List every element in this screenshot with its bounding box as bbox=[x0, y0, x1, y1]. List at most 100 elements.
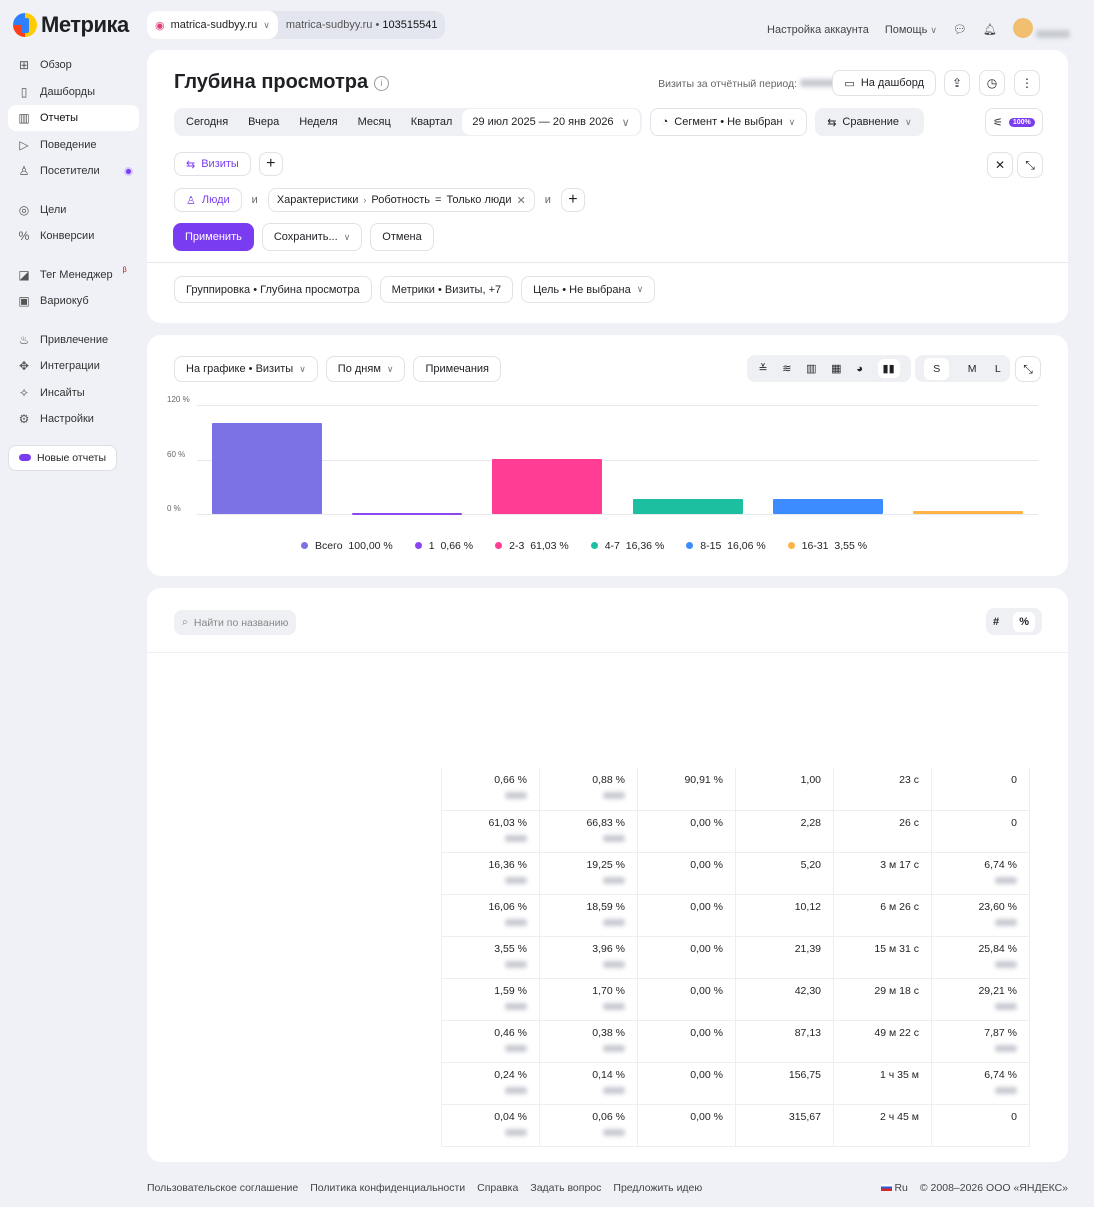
collapse-chart-icon[interactable]: ⤡ bbox=[1015, 356, 1041, 382]
bar-1[interactable] bbox=[352, 513, 463, 515]
sidebar-item-11[interactable]: ✧ Инсайты bbox=[8, 380, 139, 406]
legend-item[interactable]: 1 0,66 % bbox=[414, 540, 473, 552]
table-cell: 3 м 17 с bbox=[833, 852, 932, 895]
sampling-button[interactable]: ⚟ 100% bbox=[985, 108, 1043, 136]
to-dashboard-button[interactable]: ▭ На дашборд bbox=[832, 70, 936, 96]
footer-link[interactable]: Политика конфиденциальности bbox=[310, 1182, 466, 1194]
account-settings-link[interactable]: Настройка аккаунта bbox=[767, 23, 869, 36]
goal-select[interactable]: Цель • Не выбрана ∨ bbox=[521, 276, 656, 303]
remove-icon: ✕ bbox=[516, 194, 526, 207]
table-row[interactable]: 16,06 % 18,59 % 0,00 % 10,12 6 м 26 с 23,60 % bbox=[441, 894, 1030, 937]
sidebar-item-1[interactable]: ▯ Дашборды bbox=[8, 79, 139, 105]
export-icon[interactable]: ⇪ bbox=[944, 70, 970, 96]
bar-16-31[interactable] bbox=[912, 510, 1023, 514]
granularity-select[interactable]: По дням ∨ bbox=[325, 356, 406, 382]
sidebar-item-12[interactable]: ⚙ Настройки bbox=[8, 406, 139, 432]
sidebar-item-5[interactable]: ◎ Цели bbox=[8, 197, 139, 223]
sidebar-item-3[interactable]: ▷ Поведение bbox=[8, 132, 139, 158]
legend-item[interactable]: 8-15 16,06 % bbox=[686, 540, 766, 552]
table-cell: 0,00 % bbox=[637, 936, 736, 979]
table-cell: 0 bbox=[931, 1104, 1030, 1147]
sidebar-item-7[interactable]: ◪ Тег Менеджер β bbox=[8, 262, 139, 288]
size-m[interactable]: M bbox=[967, 362, 977, 375]
stacked-bar-icon[interactable]: ▦ bbox=[831, 363, 842, 375]
notes-button[interactable]: Примечания bbox=[413, 356, 501, 382]
table-row[interactable]: 16,36 % 19,25 % 0,00 % 5,20 3 м 17 с 6,74 % bbox=[441, 852, 1030, 895]
chart-metric-select[interactable]: На графике • Визиты ∨ bbox=[174, 356, 318, 382]
clock-icon[interactable]: ◷ bbox=[979, 70, 1005, 96]
period-2[interactable]: Неделя bbox=[299, 116, 338, 128]
period-3[interactable]: Месяц bbox=[357, 116, 391, 128]
line-chart-icon[interactable]: ≚ bbox=[758, 363, 768, 375]
info-icon[interactable]: i bbox=[374, 76, 389, 91]
add-filter-button[interactable]: + bbox=[258, 152, 283, 176]
legend-item[interactable]: Всего 100,00 % bbox=[301, 540, 393, 552]
sidebar-item-8[interactable]: ▣ Вариокуб bbox=[8, 288, 139, 314]
sidebar-item-4[interactable]: ♙ Посетители bbox=[8, 158, 139, 184]
lang-switch[interactable]: Ru bbox=[880, 1182, 908, 1194]
bar-4-7[interactable] bbox=[632, 499, 743, 514]
absolute-toggle[interactable]: # bbox=[993, 615, 1000, 628]
legend-item[interactable]: 16-31 3,55 % bbox=[787, 540, 867, 552]
add-condition-button[interactable]: + bbox=[560, 188, 585, 212]
condition-chip[interactable]: Характеристики › Роботность = Только люди ✕ bbox=[267, 188, 535, 212]
chat-icon[interactable]: 💬︎ bbox=[953, 24, 967, 36]
metrika-logo[interactable]: Метрика bbox=[13, 12, 129, 38]
sidebar-item-0[interactable]: ⊞ Обзор bbox=[8, 52, 139, 78]
segment-select[interactable]: ◔ Сегмент • Не выбран ∨ bbox=[649, 108, 808, 136]
new-reports-toggle[interactable]: Новые отчеты bbox=[8, 444, 118, 471]
apply-button[interactable]: Применить bbox=[173, 223, 254, 251]
legend-dot bbox=[590, 542, 598, 549]
cancel-button[interactable]: Отмена bbox=[370, 223, 434, 251]
bar-Всего[interactable] bbox=[212, 423, 323, 514]
period-0[interactable]: Сегодня bbox=[186, 116, 229, 128]
metrics-button[interactable]: Метрики • Визиты, +7 bbox=[379, 276, 514, 303]
help-menu[interactable]: Помощь ∨ bbox=[884, 23, 937, 36]
avatar[interactable] bbox=[1012, 18, 1070, 41]
table-cell: 29 м 18 с bbox=[833, 978, 932, 1021]
area-chart-icon[interactable]: ≋ bbox=[782, 363, 792, 375]
legend-item[interactable]: 2-3 61,03 % bbox=[495, 540, 569, 552]
table-row[interactable]: 3,55 % 3,96 % 0,00 % 21,39 15 м 31 с 25,84 % bbox=[441, 936, 1030, 979]
footer-link[interactable]: Пользовательское соглашение bbox=[147, 1182, 299, 1194]
percent-toggle[interactable]: % bbox=[1013, 611, 1035, 632]
table-row[interactable]: 0,24 % 0,14 % 0,00 % 156,75 1 ч 35 м 6,74 % bbox=[441, 1062, 1030, 1105]
legend-dot bbox=[787, 542, 795, 549]
people-chip[interactable]: ♙ Люди bbox=[174, 188, 242, 212]
more-icon[interactable]: ⋮ bbox=[1014, 70, 1040, 96]
table-row[interactable]: 1,59 % 1,70 % 0,00 % 42,30 29 м 18 с 29,21 % bbox=[441, 978, 1030, 1021]
footer-link[interactable]: Предложить идею bbox=[613, 1182, 703, 1194]
visits-filter-chip[interactable]: ⇆ Визиты bbox=[174, 152, 251, 176]
grouping-button[interactable]: Группировка • Глубина просмотра bbox=[174, 276, 372, 303]
footer-link[interactable]: Задать вопрос bbox=[530, 1182, 602, 1194]
counter-selector[interactable]: ◉ matrica-sudbyy.ru ∨ matrica-sudbyy.ru • … bbox=[147, 11, 446, 39]
period-4[interactable]: Квартал bbox=[410, 116, 453, 128]
period-1[interactable]: Вчера bbox=[248, 116, 280, 128]
size-l[interactable]: L bbox=[994, 362, 1001, 375]
bar-8-15[interactable] bbox=[772, 499, 883, 514]
sidebar-item-9[interactable]: ♨ Привлечение bbox=[8, 327, 139, 353]
bell-icon[interactable]: 🔔︎ bbox=[982, 24, 997, 36]
collapse-icon[interactable]: ⤡ bbox=[1017, 152, 1043, 178]
pie-chart-icon[interactable]: ◕ bbox=[856, 362, 863, 375]
search-input[interactable]: ⌕ Найти по названию bbox=[174, 610, 297, 635]
size-s[interactable]: S bbox=[924, 357, 950, 380]
footer-link[interactable]: Справка bbox=[477, 1182, 519, 1194]
sidebar-item-10[interactable]: ✥ Интеграции bbox=[8, 353, 139, 379]
legend-item[interactable]: 4-7 16,36 % bbox=[590, 540, 664, 552]
table-row[interactable]: 0,46 % 0,38 % 0,00 % 87,13 49 м 22 с 7,87 % bbox=[441, 1020, 1030, 1063]
bar-2-3[interactable] bbox=[492, 458, 603, 514]
save-button[interactable]: Сохранить... ∨ bbox=[261, 223, 363, 251]
sidebar-item-2[interactable]: ▥ Отчеты bbox=[8, 105, 139, 131]
dashboard-icon: ▯ bbox=[20, 84, 28, 99]
sidebar-item-label: Посетители bbox=[40, 165, 100, 177]
sidebar-item-6[interactable]: % Конверсии bbox=[8, 223, 139, 249]
bar-chart-icon[interactable]: ▥ bbox=[806, 363, 817, 375]
compare-select[interactable]: ⇆ Сравнение ∨ bbox=[815, 108, 924, 136]
close-icon[interactable]: ✕ bbox=[987, 152, 1013, 178]
column-chart-icon[interactable]: ▮▮ bbox=[877, 359, 900, 378]
date-range-picker[interactable]: 29 июл 2025 — 20 янв 2026 ∨ bbox=[462, 109, 640, 135]
